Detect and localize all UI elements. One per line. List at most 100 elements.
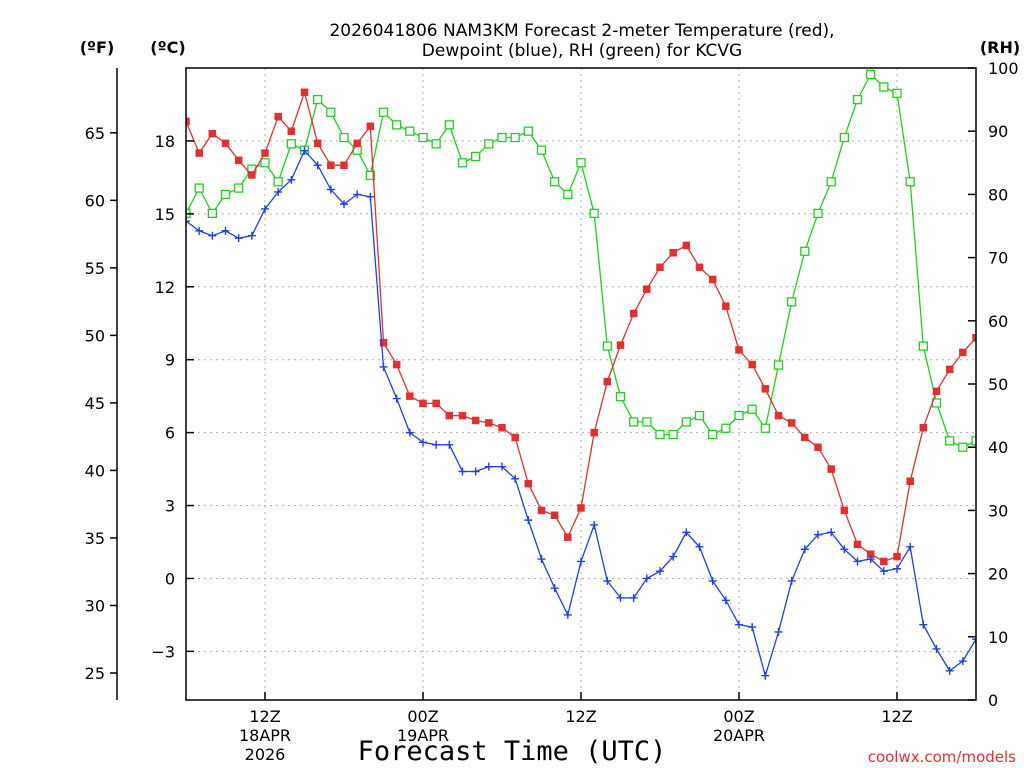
dewpoint-series [186,146,976,680]
time-tick-label: 00Z [407,707,438,726]
dewpoint-point [721,596,730,605]
celsius-tick-label: 9 [165,351,175,370]
temperature-point [748,360,756,369]
dewpoint-point [366,192,375,201]
temperature-point [893,552,901,561]
time-tick-label: 12Z [249,707,280,726]
dewpoint-point [919,620,928,629]
dewpoint-point [800,545,809,554]
rh-point [773,360,784,370]
temperature-point [248,171,256,179]
rh-point [392,120,402,130]
temperature-point [445,411,454,420]
temperature-point [498,424,506,432]
rh-point [813,208,823,219]
celsius-tick-label: −3 [151,642,175,661]
dewpoint-point [787,576,796,585]
left-axis-f-label: (ºF) [80,38,115,57]
rh-tick-label: 30 [988,501,1008,520]
rh-point [563,189,573,200]
temperature-point [537,506,546,515]
dewpoint-point [735,620,743,629]
temperature-point [616,341,625,349]
dewpoint-point [866,555,875,564]
dewpoint-point [590,520,599,529]
rh-tick-label: 90 [988,122,1008,141]
fahrenheit-tick-label: 45 [85,394,105,413]
temperature-point [682,241,691,250]
temperature-point [945,365,954,374]
dewpoint-point [603,576,612,585]
temperature-point [629,309,638,318]
rh-point [615,391,626,402]
rh-tick-label: 80 [988,185,1008,204]
temperature-point [735,346,743,354]
rh-point [326,107,336,117]
temperature-point [208,129,217,138]
rh-tick-label: 50 [988,375,1008,394]
chart-title-line2: Dewpoint (blue), RH (green) for KCVG [422,41,742,61]
temperature-point [564,533,572,541]
temperature-point [221,139,230,148]
dewpoint-point [186,217,190,226]
rh-point [457,158,468,168]
temperature-point [695,263,704,272]
rh-tick-label: 20 [988,565,1008,584]
dewpoint-point [972,635,976,644]
rh-point [918,341,928,351]
temperature-point [313,139,322,148]
rh-point [405,126,415,136]
rh-point [234,183,244,193]
rh-point [945,436,955,446]
temperature-point [353,139,361,148]
rh-point [510,132,520,143]
rh-point [260,158,270,168]
dewpoint-point [274,187,283,196]
temperature-point [274,112,282,121]
rh-point [668,429,678,440]
rh-point [550,177,560,187]
fahrenheit-tick-label: 60 [85,191,105,210]
temperature-point [550,511,559,520]
rh-point [418,132,428,143]
dewpoint-point [563,610,572,619]
fahrenheit-axis: 25 30 35 40 45 50 55 60 65 [85,124,117,683]
rh-tick-label: 70 [988,249,1008,268]
rh-point [378,107,389,117]
dewpoint-point [484,462,493,471]
celsius-tick-label: 18 [155,132,175,151]
dewpoint-point [708,576,717,585]
temperature-point [643,285,651,293]
temperature-point [801,433,809,442]
celsius-tick-label: 12 [155,278,175,297]
watermark: coolwx.com/models [868,748,1016,766]
rh-point [747,404,757,414]
rh-point [313,94,323,105]
dewpoint-point [761,671,770,680]
dewpoint-point [945,666,954,675]
celsius-axis: −3 0 3 6 9 12 15 18 [151,132,194,661]
rh-point [642,417,652,427]
dewpoint-point [221,226,230,235]
rh-point [839,132,849,143]
dewpoint-point [392,394,401,403]
dewpoint-point [695,542,704,551]
temperature-point [906,477,914,485]
dewpoint-point [629,593,638,602]
rh-point [905,177,915,187]
rh-point [339,132,349,143]
temperature-point [590,428,598,437]
rh-point [852,94,863,105]
rh-point [194,183,204,193]
rh-axis: 0 10 20 30 40 50 60 70 80 90 100 [968,59,1019,710]
dewpoint-point [313,161,322,170]
temperature-point [814,443,822,451]
dewpoint-point [814,530,822,539]
dewpoint-point [287,175,296,184]
dewpoint-point [326,185,335,194]
celsius-tick-label: 3 [165,497,175,516]
rh-tick-label: 100 [988,59,1019,78]
dewpoint-point [524,516,533,525]
dewpoint-point [458,467,467,476]
